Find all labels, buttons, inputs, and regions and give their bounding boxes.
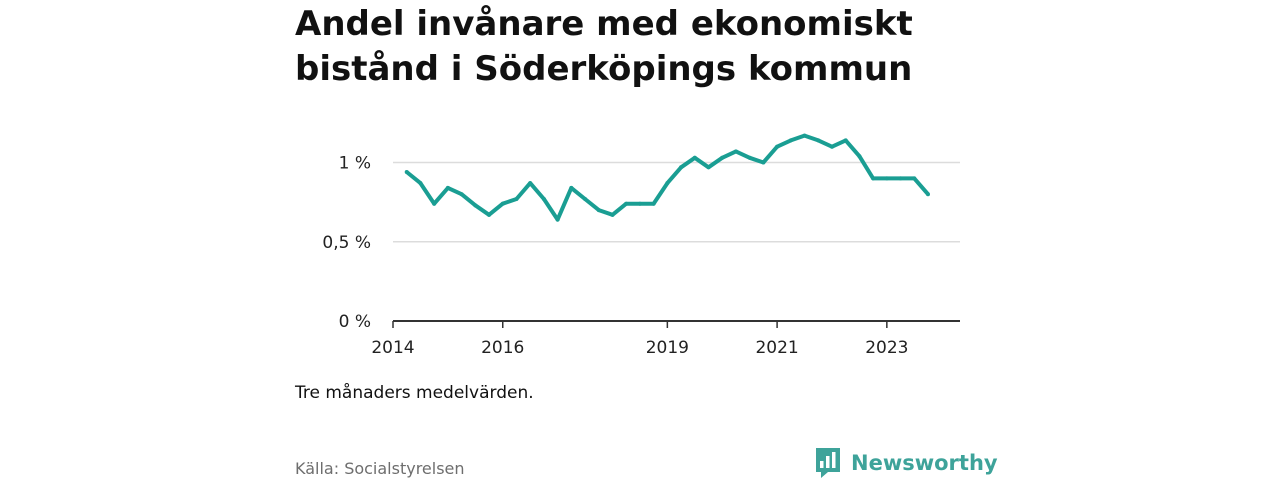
data-point <box>829 144 834 149</box>
data-point <box>596 208 601 213</box>
data-point <box>912 176 917 181</box>
x-axis-ticks: 2014 2016 2019 2021 2023 <box>371 321 908 358</box>
data-point <box>788 138 793 143</box>
data-point <box>871 176 876 181</box>
brand-logo[interactable]: Newsworthy <box>814 446 998 480</box>
data-point <box>857 154 862 159</box>
y-tick-label: 0,5 % <box>322 233 371 253</box>
data-point <box>541 196 546 201</box>
data-point <box>514 196 519 201</box>
x-tick-label: 2014 <box>371 338 414 358</box>
data-point <box>610 212 615 217</box>
data-point <box>884 176 889 181</box>
data-point <box>898 176 903 181</box>
data-point <box>692 155 697 160</box>
data-point <box>528 181 533 186</box>
data-point <box>432 201 437 206</box>
x-tick-label: 2023 <box>865 338 908 358</box>
data-point <box>418 181 423 186</box>
data-point <box>404 170 409 175</box>
data-point <box>720 155 725 160</box>
data-point <box>637 201 642 206</box>
x-tick-label: 2019 <box>646 338 689 358</box>
chart-title: Andel invånare med ekonomiskt bistånd i … <box>295 4 913 89</box>
data-point <box>925 192 930 197</box>
data-point <box>761 160 766 165</box>
data-point <box>843 138 848 143</box>
data-point <box>473 203 478 208</box>
y-tick-label: 1 % <box>339 154 371 174</box>
x-tick-label: 2016 <box>481 338 524 358</box>
brand-name: Newsworthy <box>851 451 998 475</box>
data-point <box>569 185 574 190</box>
x-tick-label: 2021 <box>755 338 798 358</box>
data-point <box>706 165 711 170</box>
data-point <box>802 133 807 138</box>
data-point <box>624 201 629 206</box>
data-points <box>404 133 930 222</box>
data-point <box>459 192 464 197</box>
data-point <box>665 181 670 186</box>
chart-note: Tre månaders medelvärden. <box>295 383 534 403</box>
data-point <box>487 212 492 217</box>
newsworthy-logo-icon <box>816 448 840 478</box>
y-tick-label: 0 % <box>339 312 371 332</box>
data-point <box>500 201 505 206</box>
data-point <box>555 217 560 222</box>
data-point <box>733 149 738 154</box>
source-credit: Källa: Socialstyrelsen <box>295 459 465 478</box>
data-point <box>775 144 780 149</box>
data-point <box>816 138 821 143</box>
data-point <box>583 196 588 201</box>
y-axis-ticks: 0 % 0,5 % 1 % <box>322 154 371 332</box>
data-point <box>445 185 450 190</box>
series-line <box>405 133 930 222</box>
data-point <box>651 201 656 206</box>
data-point <box>747 155 752 160</box>
data-point <box>679 165 684 170</box>
